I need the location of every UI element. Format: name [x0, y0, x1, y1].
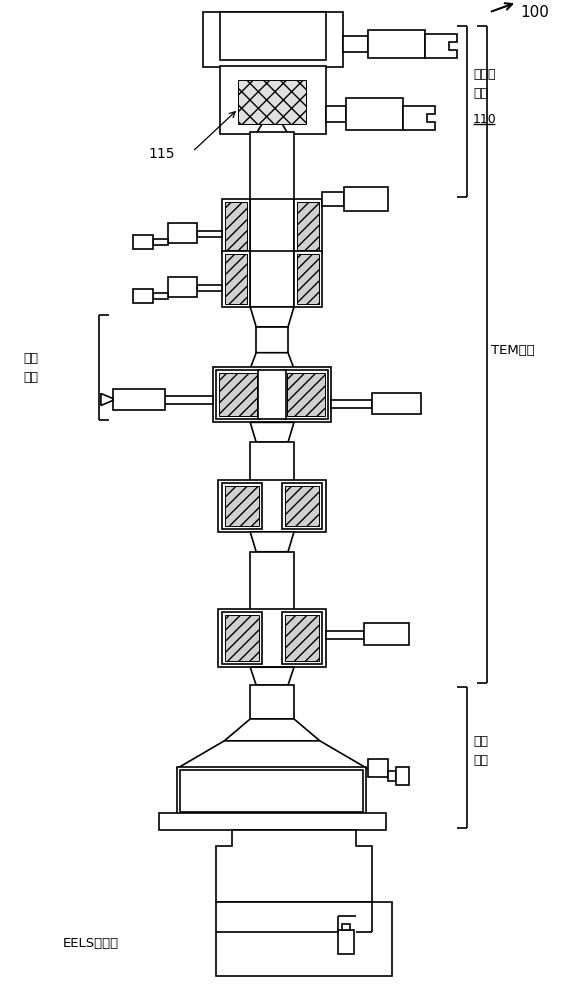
Bar [250, 442, 294, 484]
Bar [322, 192, 344, 206]
Bar [282, 483, 322, 529]
Bar [222, 251, 250, 307]
Text: 110: 110 [473, 113, 497, 126]
Bar [222, 483, 262, 529]
Bar [297, 254, 319, 304]
Polygon shape [403, 106, 436, 130]
Bar [180, 770, 363, 812]
Bar [285, 486, 319, 526]
Text: 115: 115 [149, 147, 175, 161]
Bar [167, 277, 198, 297]
Bar [225, 254, 247, 304]
Polygon shape [224, 719, 320, 741]
Bar [250, 199, 294, 253]
Bar [250, 251, 294, 307]
Bar [346, 98, 403, 130]
Bar [225, 486, 259, 526]
Bar [213, 367, 331, 422]
Bar [159, 813, 385, 830]
Polygon shape [153, 293, 167, 299]
Bar [294, 251, 322, 307]
Bar [338, 930, 354, 954]
Bar [297, 202, 319, 250]
Bar [219, 609, 326, 667]
Bar [203, 12, 343, 67]
Polygon shape [101, 394, 113, 405]
Bar [220, 66, 326, 134]
Polygon shape [250, 422, 294, 442]
Bar [287, 373, 325, 416]
Bar [368, 759, 388, 777]
Bar [250, 685, 294, 719]
Bar [326, 106, 346, 122]
Bar [216, 370, 260, 419]
Bar [222, 612, 262, 664]
Polygon shape [326, 631, 364, 639]
Bar [371, 393, 422, 414]
Bar [220, 12, 326, 60]
Bar [343, 36, 368, 52]
Polygon shape [216, 830, 371, 902]
Text: 电子源
区段: 电子源 区段 [473, 68, 496, 100]
Polygon shape [256, 124, 288, 134]
Bar [222, 199, 250, 253]
Bar [344, 187, 388, 211]
Bar [269, 142, 275, 148]
Polygon shape [250, 532, 294, 552]
Bar [250, 552, 294, 613]
Polygon shape [177, 741, 368, 769]
Bar [388, 771, 395, 781]
Text: 物镜
区段: 物镜 区段 [23, 352, 38, 384]
Polygon shape [198, 231, 222, 237]
Polygon shape [250, 353, 294, 369]
Polygon shape [426, 34, 457, 58]
Polygon shape [216, 902, 392, 976]
Bar [219, 480, 326, 532]
Polygon shape [250, 307, 294, 327]
Polygon shape [163, 396, 213, 404]
Polygon shape [250, 667, 294, 685]
Bar [342, 924, 350, 930]
Text: 成像
区段: 成像 区段 [473, 735, 488, 767]
Bar [284, 370, 328, 419]
Bar [250, 132, 294, 201]
Bar [285, 615, 319, 661]
Bar [294, 199, 322, 253]
Bar [225, 202, 247, 250]
Bar [133, 235, 153, 249]
Bar [364, 623, 409, 645]
Bar [395, 767, 409, 785]
Bar [167, 223, 198, 243]
Bar [219, 373, 257, 416]
Bar [113, 389, 164, 410]
Bar [256, 327, 288, 353]
Bar [238, 80, 306, 124]
Bar [258, 370, 286, 419]
Polygon shape [331, 400, 371, 408]
Polygon shape [198, 285, 222, 291]
Polygon shape [264, 134, 280, 142]
Text: 100: 100 [520, 5, 549, 20]
Text: EELS光度计: EELS光度计 [63, 937, 119, 950]
Text: TEM镜筒: TEM镜筒 [491, 344, 535, 357]
Bar [368, 30, 426, 58]
Bar [282, 612, 322, 664]
Polygon shape [153, 239, 167, 245]
Bar [133, 289, 153, 303]
Bar [225, 615, 259, 661]
Bar [177, 767, 366, 814]
